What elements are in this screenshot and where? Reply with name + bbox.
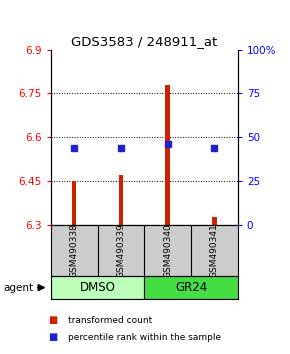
Bar	[144, 276, 238, 299]
Bar	[72, 181, 77, 225]
Text: GSM490339: GSM490339	[116, 223, 125, 278]
Text: GSM490338: GSM490338	[70, 223, 79, 278]
Text: ■: ■	[48, 332, 57, 342]
Title: GDS3583 / 248911_at: GDS3583 / 248911_at	[71, 35, 218, 48]
Text: transformed count: transformed count	[68, 316, 153, 325]
Text: ■: ■	[48, 315, 57, 325]
Text: GSM490340: GSM490340	[163, 223, 172, 278]
Bar	[119, 175, 123, 225]
Text: percentile rank within the sample: percentile rank within the sample	[68, 333, 221, 342]
Text: GR24: GR24	[175, 281, 207, 294]
Text: DMSO: DMSO	[79, 281, 115, 294]
Bar	[51, 276, 144, 299]
Bar	[165, 85, 170, 225]
Text: agent: agent	[3, 282, 33, 293]
Text: GSM490341: GSM490341	[210, 223, 219, 278]
Bar	[212, 217, 217, 225]
